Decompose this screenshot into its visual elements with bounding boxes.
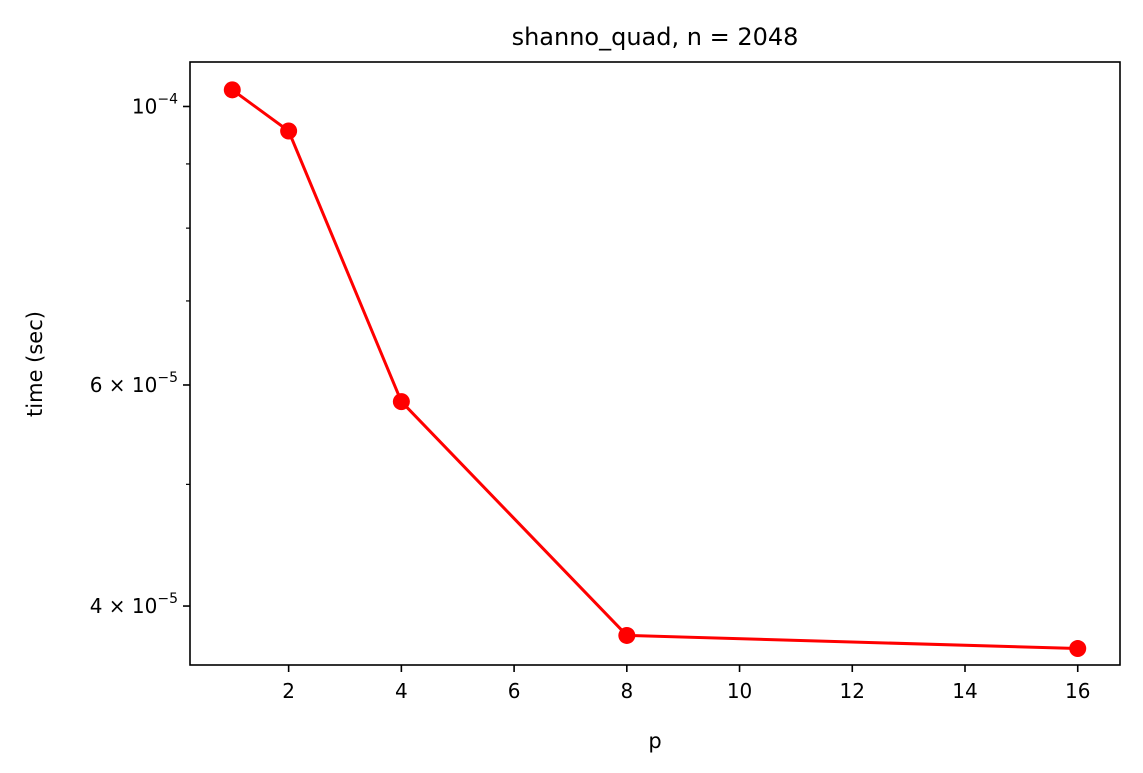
- data-point: [223, 81, 241, 99]
- plot-frame: [189, 61, 1121, 666]
- x-tick-label: 10: [727, 679, 752, 703]
- x-tick-label: 8: [620, 679, 633, 703]
- x-tick-label: 2: [282, 679, 295, 703]
- x-tick-label: 4: [395, 679, 408, 703]
- data-point: [618, 626, 636, 644]
- y-axis-label: time (sec): [23, 311, 47, 417]
- y-tick-label: 6 × 10−5: [90, 370, 178, 397]
- x-tick-label: 16: [1065, 679, 1090, 703]
- y-tick-label: 4 × 10−5: [90, 591, 178, 618]
- y-tick-label: 10−4: [132, 91, 178, 118]
- chart-title: shanno_quad, n = 2048: [512, 23, 799, 51]
- y-axis: 10−4 6 × 10−5 4 × 10−5: [90, 91, 190, 618]
- series-line: [231, 88, 1078, 651]
- x-axis-label: p: [648, 729, 661, 753]
- data-point: [280, 122, 298, 140]
- x-tick-label: 12: [840, 679, 865, 703]
- x-axis: 2 4 6 8 10 12 14 16: [282, 665, 1090, 703]
- x-tick-label: 6: [508, 679, 521, 703]
- x-tick-label: 14: [952, 679, 977, 703]
- data-point: [1069, 640, 1087, 658]
- data-point: [392, 393, 410, 411]
